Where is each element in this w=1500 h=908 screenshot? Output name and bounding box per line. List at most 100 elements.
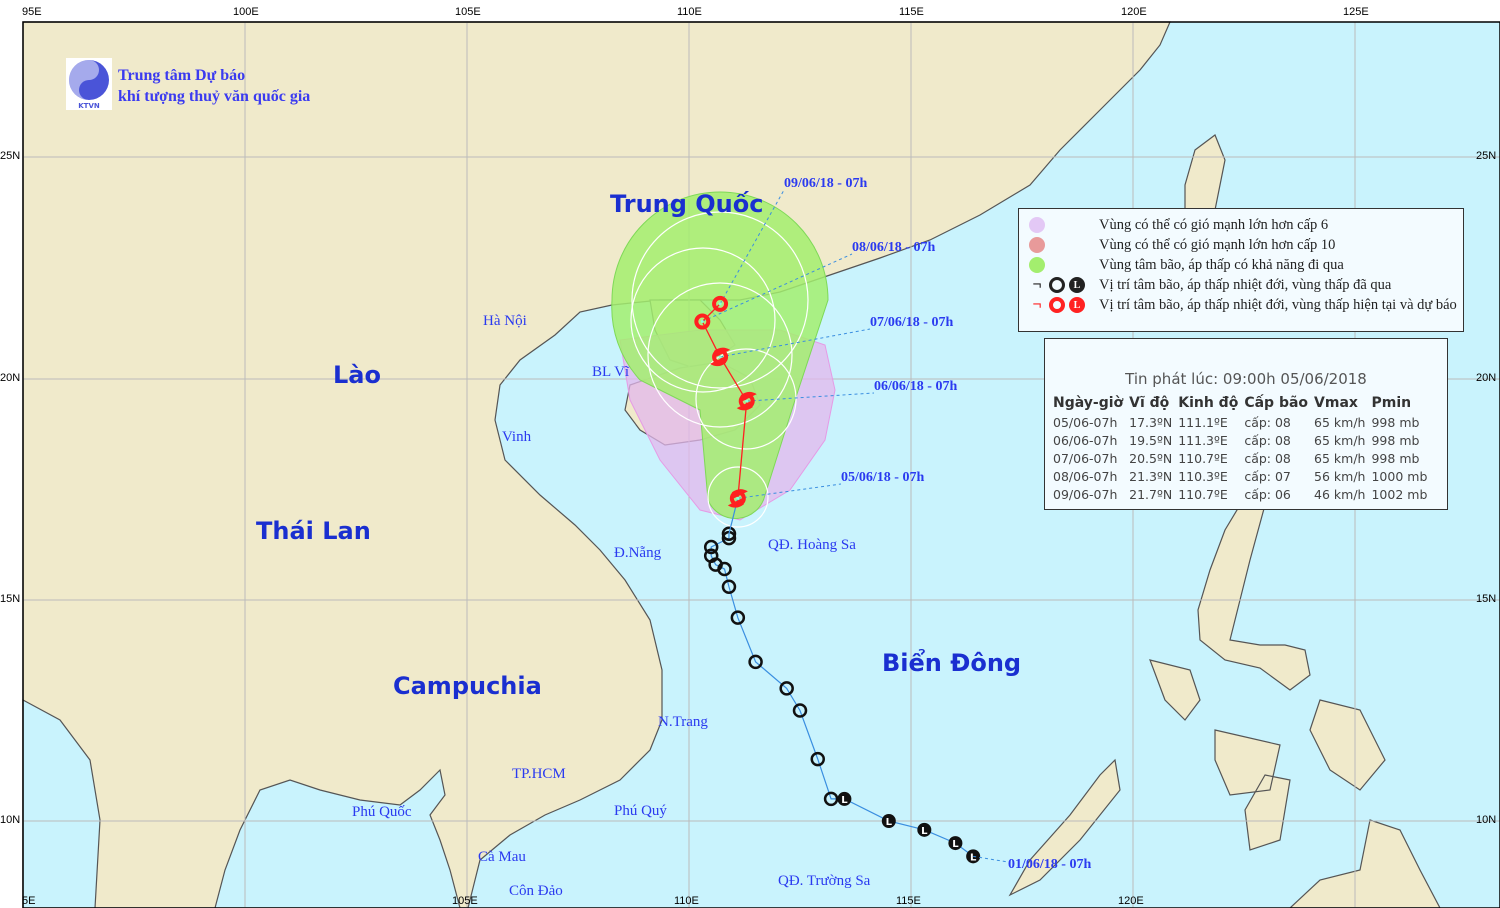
city-label: QĐ. Hoàng Sa — [768, 537, 856, 553]
column-header: Pmin — [1371, 395, 1412, 411]
table-cell: 21.7ºN — [1129, 486, 1173, 502]
low-icon: L — [1069, 277, 1085, 293]
table-cell: 21.3ºN — [1129, 468, 1173, 484]
legend-item: Vùng có thể có gió mạnh lớn hơn cấp 10 — [1029, 235, 1463, 255]
table-cell: cấp: 06 — [1244, 486, 1291, 502]
red-circle-icon — [1029, 237, 1045, 253]
country-label: Campuchia — [393, 672, 542, 700]
table-cell: 110.7ºE — [1178, 450, 1228, 466]
table-cell: 07/06-07h — [1053, 450, 1118, 466]
city-label: Phú Quý — [614, 803, 667, 819]
low-marker-letter: L — [970, 852, 977, 863]
lat-label: 20N — [1476, 372, 1497, 384]
past-depression-marker — [810, 751, 826, 767]
table-row: 05/06-07h 17.3ºN 111.1ºE cấp: 08 65 km/h 998 … — [1053, 414, 1433, 432]
past-depression-marker — [792, 703, 808, 718]
table-cell: 46 km/h — [1314, 486, 1366, 502]
luzon — [1197, 504, 1311, 691]
past-depression-marker — [717, 561, 732, 577]
forecast-date-label: 06/06/18 - 07h — [874, 379, 958, 394]
past-depression-marker — [721, 526, 737, 541]
depression-icon — [1049, 277, 1065, 293]
gulf-of-thailand — [214, 768, 461, 908]
forecast-radius-circles — [630, 211, 809, 528]
table-cell: 111.1ºE — [1178, 414, 1228, 430]
table-cell: 998 mb — [1371, 432, 1420, 448]
country-label: Thái Lan — [256, 517, 371, 545]
forecast-table: Ngày-giờ Vĩ độ Kinh độ Cấp bão Vmax Pmin 05/0… — [1053, 395, 1433, 504]
past-low-marker — [881, 814, 896, 828]
andaman-sea — [22, 698, 101, 908]
table-cell: 20.5ºN — [1129, 450, 1173, 466]
city-label: TP.HCM — [512, 766, 566, 782]
forecast-bulletin: Tin phát lúc: 09:00h 05/06/2018 Ngày-giờ… — [1044, 338, 1448, 510]
lat-label: 10N — [1476, 814, 1497, 826]
past-low-marker — [948, 836, 963, 851]
column-header: Vĩ độ — [1129, 395, 1170, 411]
mindoro — [1149, 659, 1201, 721]
table-cell: cấp: 08 — [1244, 432, 1291, 448]
legend-item: Vùng tâm bão, áp thấp có khả năng đi qua — [1029, 255, 1463, 275]
low-marker-letter: L — [921, 826, 928, 837]
city-label: N.Trang — [658, 714, 708, 730]
lon-label: 125E — [1343, 6, 1369, 18]
city-label: Vinh — [502, 429, 532, 445]
label-leader-line — [719, 189, 785, 305]
legend-text: Vùng có thể có gió mạnh lớn hơn cấp 6 — [1099, 216, 1329, 233]
table-cell: 17.3ºN — [1129, 414, 1173, 430]
table-row: 08/06-07h 21.3ºN 110.3ºE cấp: 07 56 km/h 1000… — [1053, 468, 1433, 486]
forecast-date-label: 09/06/18 - 07h — [784, 176, 868, 191]
table-cell: 1002 mb — [1371, 486, 1428, 502]
map-legend: Vùng có thể có gió mạnh lớn hơn cấp 6 Vù… — [1018, 208, 1464, 332]
bulletin-title: Tin phát lúc: 09:00h 05/06/2018 — [1125, 370, 1367, 388]
forecast-depression-marker — [712, 295, 729, 312]
lon-label: 115E — [896, 895, 921, 907]
org-line2: khí tượng thuỷ văn quốc gia — [118, 88, 311, 105]
lat-label: 15N — [0, 593, 21, 605]
lon-label: 5E — [22, 895, 36, 907]
label-leader-line — [737, 483, 842, 499]
lon-label: 120E — [1118, 895, 1144, 907]
past-start-date-label: 01/06/18 - 07h — [1008, 857, 1092, 872]
lon-label: 115E — [899, 6, 924, 18]
table-row: 09/06-07h 21.7ºN 110.7ºE cấp: 06 46 km/h 1002… — [1053, 486, 1433, 504]
green-circle-icon — [1029, 257, 1045, 273]
column-header: Kinh độ — [1178, 395, 1239, 411]
legend-text: Vị trí tâm bão, áp thấp nhiệt đới, vùng … — [1099, 296, 1457, 313]
legend-item: ¬ L Vị trí tâm bão, áp thấp nhiệt đới, vùn… — [1029, 295, 1463, 315]
table-cell: 110.7ºE — [1178, 486, 1228, 502]
lat-label: 25N — [1476, 150, 1497, 162]
legend-text: Vùng có thể có gió mạnh lớn hơn cấp 10 — [1099, 236, 1336, 253]
column-header: Cấp bão — [1244, 395, 1309, 411]
svg-text:KTVN: KTVN — [78, 102, 100, 110]
forecast-storm-marker — [736, 391, 757, 411]
mainland-asia — [22, 21, 1171, 908]
city-label: BL Vĩ — [592, 364, 630, 380]
past-depression-marker — [703, 539, 719, 555]
table-cell: 110.3ºE — [1178, 468, 1228, 484]
panay-negros — [1214, 729, 1291, 851]
forecast-date-label: 07/06/18 - 07h — [870, 315, 954, 330]
city-label: Phú Quốc — [352, 804, 412, 820]
table-cell: 65 km/h — [1314, 414, 1366, 430]
legend-item: Vùng có thể có gió mạnh lớn hơn cấp 6 — [1029, 215, 1463, 235]
lon-label: 105E — [455, 6, 481, 18]
forecast-storm-marker — [727, 489, 748, 508]
table-cell: 998 mb — [1371, 450, 1420, 466]
table-cell: 09/06-07h — [1053, 486, 1118, 502]
forecast-date-label: 08/06/18 - 07h — [852, 240, 936, 255]
lon-label: 100E — [233, 6, 259, 18]
legend-text: Vị trí tâm bão, áp thấp nhiệt đới, vùng … — [1099, 276, 1392, 293]
low-marker-letter: L — [841, 795, 848, 806]
table-cell: cấp: 07 — [1244, 468, 1291, 484]
country-label: Lào — [333, 361, 381, 389]
table-cell: cấp: 08 — [1244, 450, 1291, 466]
table-row: 07/06-07h 20.5ºN 110.7ºE cấp: 08 65 km/h 998 … — [1053, 450, 1433, 468]
city-label: Đ.Nẵng — [614, 545, 662, 561]
org-line1: Trung tâm Dự báo — [118, 67, 246, 84]
table-cell: 65 km/h — [1314, 432, 1366, 448]
purple-circle-icon — [1029, 217, 1045, 233]
past-depression-marker — [823, 791, 839, 807]
lon-label: 95E — [22, 6, 42, 18]
